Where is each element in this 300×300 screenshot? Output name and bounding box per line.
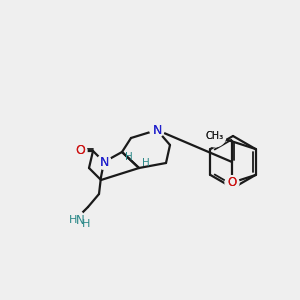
Circle shape <box>225 176 239 190</box>
Circle shape <box>150 123 164 137</box>
Text: N: N <box>99 155 109 169</box>
Text: O: O <box>227 176 237 189</box>
Circle shape <box>97 155 111 169</box>
Text: CH₃: CH₃ <box>206 131 224 141</box>
Circle shape <box>204 125 226 147</box>
Text: H: H <box>69 215 77 225</box>
Text: O: O <box>227 176 237 189</box>
Circle shape <box>205 126 225 146</box>
Circle shape <box>65 210 85 230</box>
Text: N: N <box>152 124 162 136</box>
Text: O: O <box>75 145 85 158</box>
Text: N: N <box>76 214 84 226</box>
Text: N: N <box>99 155 109 169</box>
Text: H: H <box>142 158 150 168</box>
Circle shape <box>74 145 86 157</box>
Circle shape <box>227 178 237 188</box>
Circle shape <box>73 144 87 158</box>
Text: CH₃: CH₃ <box>206 131 224 141</box>
Text: O: O <box>75 145 85 158</box>
Text: H: H <box>125 152 133 162</box>
Text: H: H <box>82 219 90 229</box>
Text: N: N <box>152 124 162 136</box>
Circle shape <box>150 123 164 137</box>
Circle shape <box>97 155 111 169</box>
